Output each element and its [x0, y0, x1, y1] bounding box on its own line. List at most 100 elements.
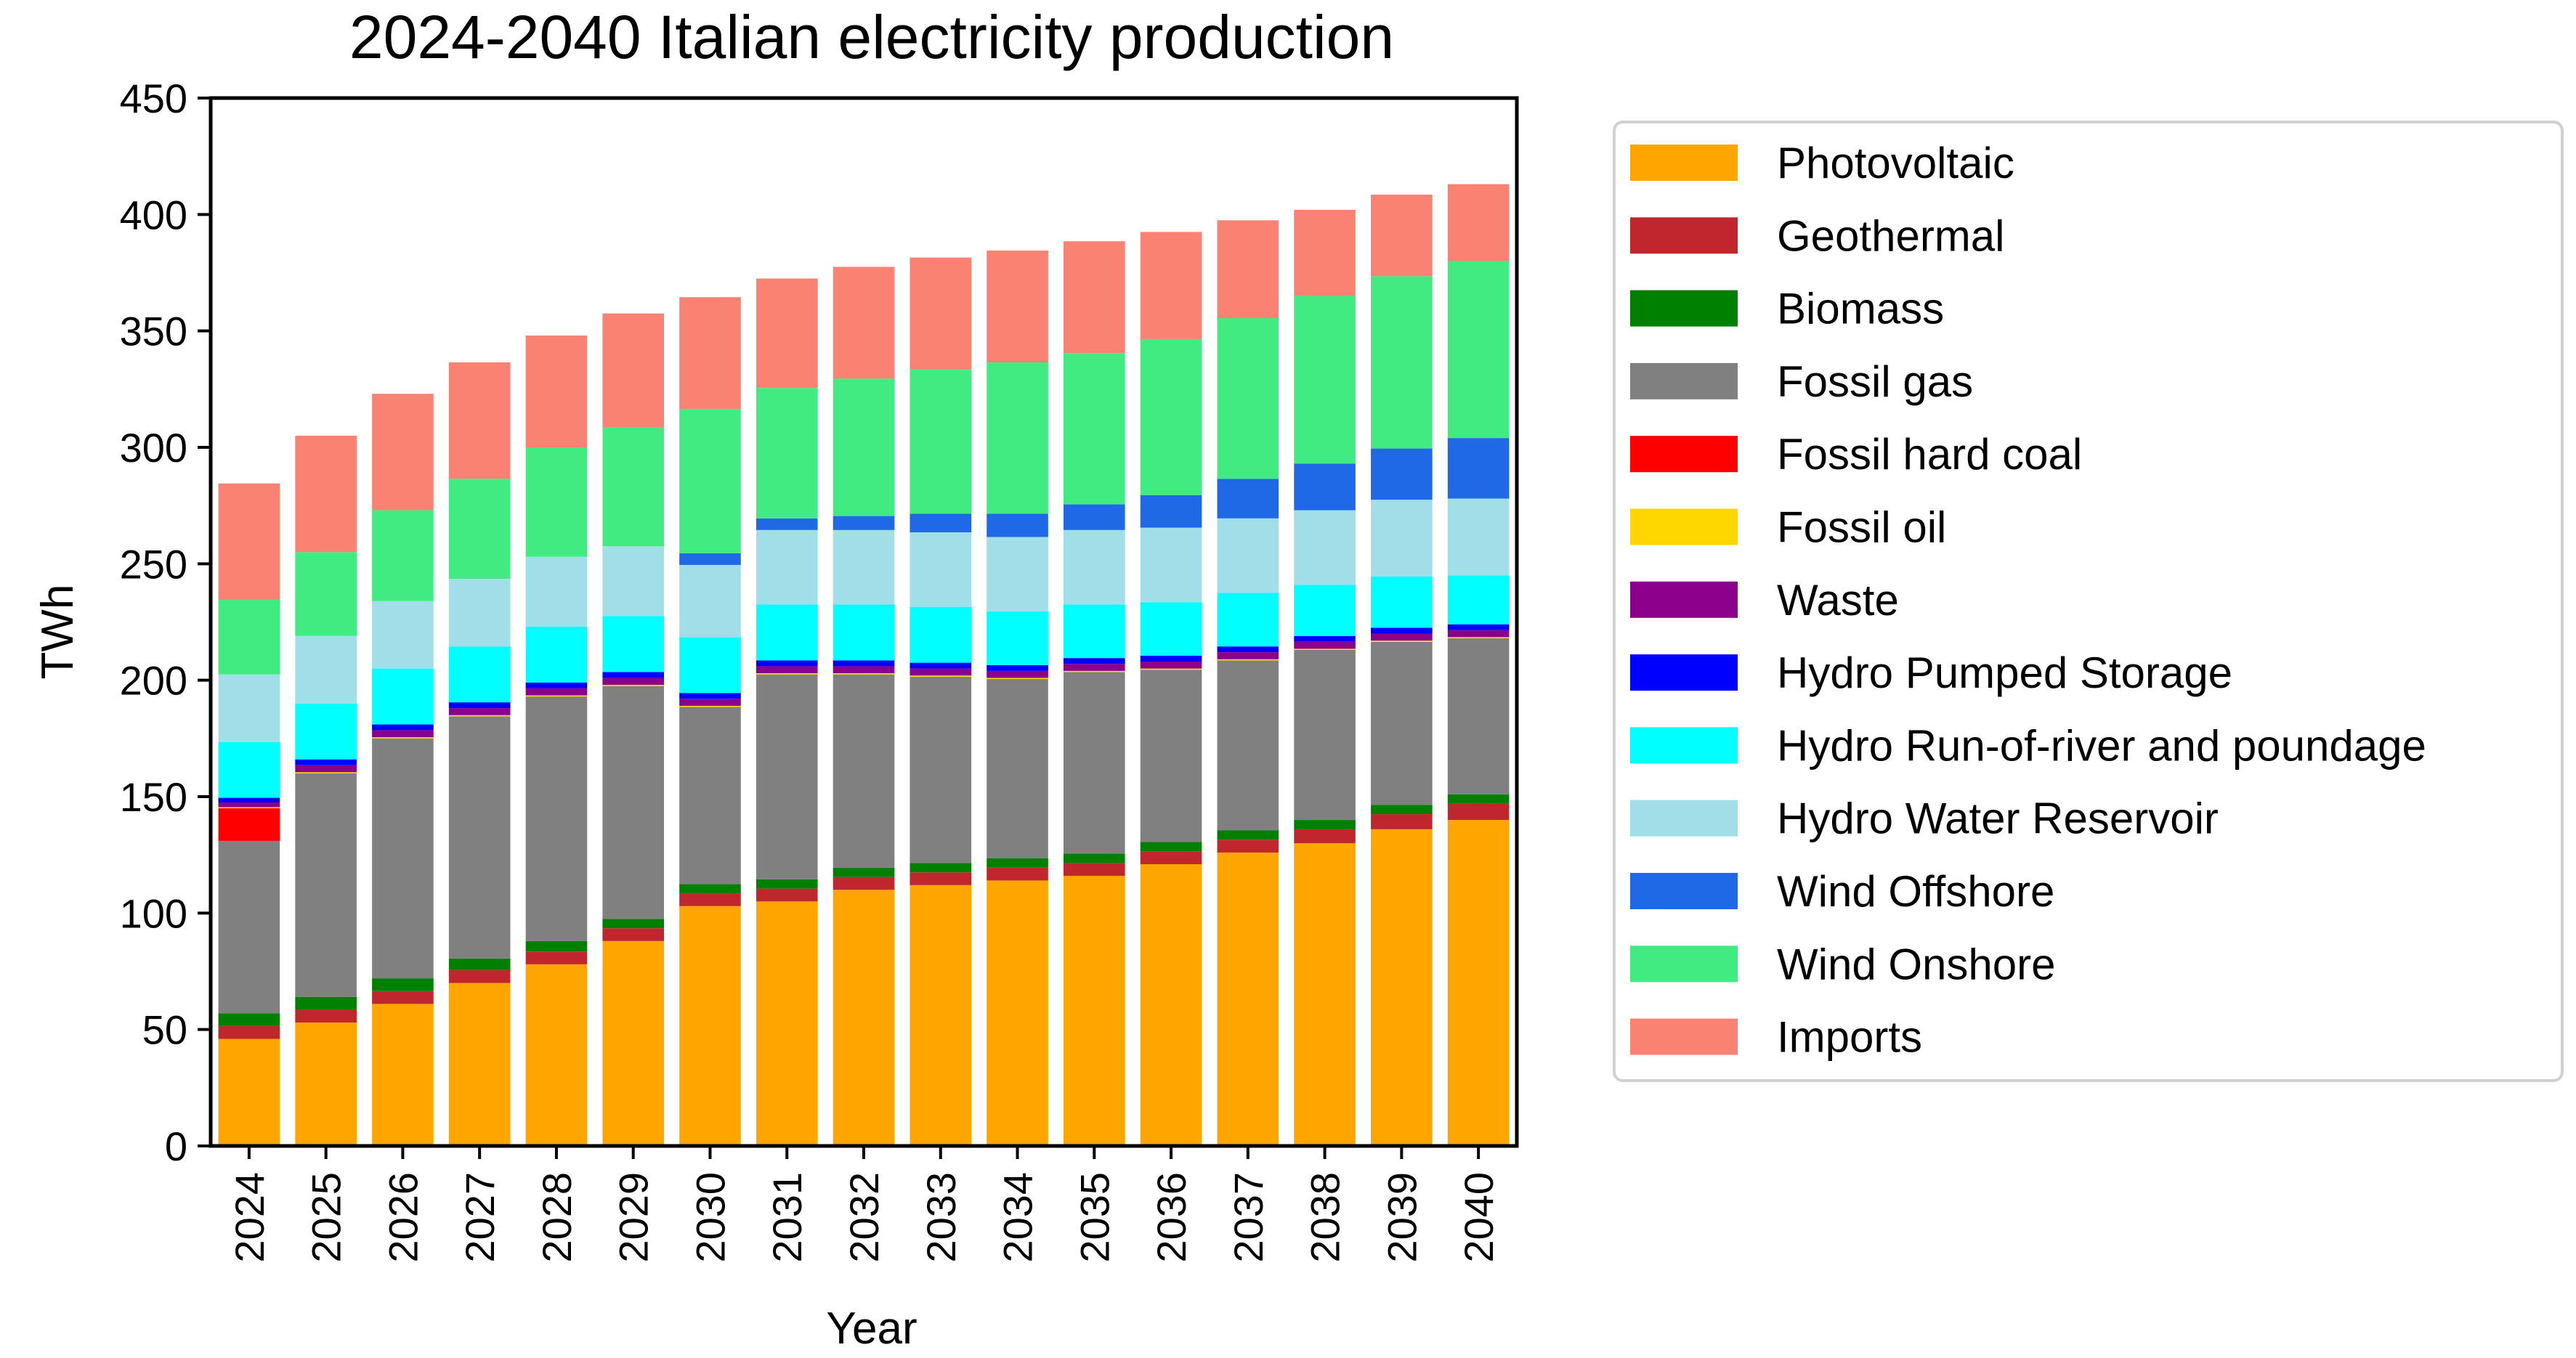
- bar-segment: [1217, 518, 1279, 593]
- bar-segment: [1447, 794, 1510, 804]
- legend-label: Wind Onshore: [1777, 940, 2056, 988]
- y-tick-label: 350: [120, 309, 187, 354]
- bar-segment: [372, 510, 434, 601]
- bar-segment: [756, 666, 818, 674]
- bar-segment: [679, 297, 741, 410]
- legend-swatch: [1630, 145, 1738, 181]
- x-tick-label: 2026: [380, 1172, 426, 1263]
- bar-segment: [525, 940, 588, 952]
- bar-segment: [448, 579, 511, 647]
- y-tick-label: 200: [120, 658, 187, 704]
- bar-segment: [679, 564, 741, 638]
- bar-segment: [295, 765, 357, 773]
- bar-segment: [218, 802, 280, 808]
- x-tick-label: 2040: [1456, 1172, 1502, 1263]
- bar-segment: [372, 991, 434, 1004]
- bar-segment: [1217, 479, 1279, 519]
- bar-segment: [833, 660, 895, 667]
- bar-segment: [833, 516, 895, 530]
- bar-segment: [525, 695, 588, 697]
- legend-swatch: [1630, 727, 1738, 764]
- bar-segment: [1217, 852, 1279, 1146]
- bar-segment: [525, 626, 588, 683]
- bar-segment: [756, 660, 818, 667]
- bar-segment: [1217, 830, 1279, 840]
- bar-segment: [602, 928, 665, 941]
- bar-segment: [1371, 448, 1433, 500]
- x-tick-label: 2030: [687, 1172, 733, 1263]
- bar-segment: [1063, 863, 1125, 877]
- bar-segment: [833, 877, 895, 890]
- legend-label: Hydro Pumped Storage: [1777, 648, 2232, 697]
- y-tick-label: 450: [120, 76, 187, 121]
- bar-segment: [833, 378, 895, 516]
- bar-segment: [756, 278, 818, 389]
- bar-segment: [1294, 635, 1356, 642]
- bar-segment: [372, 668, 434, 725]
- bar-segment: [1294, 649, 1356, 821]
- bar-segment: [1447, 261, 1510, 439]
- bar-segment: [295, 1022, 357, 1146]
- legend-swatch: [1630, 581, 1738, 618]
- bar-segment: [602, 672, 665, 678]
- bar-segment: [679, 906, 741, 1146]
- legend-swatch: [1630, 290, 1738, 327]
- bar-segment: [756, 888, 818, 902]
- bar-segment: [910, 872, 972, 885]
- bar-segment: [910, 369, 972, 514]
- bar-segment: [1063, 876, 1125, 1146]
- bar-segment: [218, 1025, 280, 1039]
- bar-segment: [1371, 641, 1433, 642]
- bar-segment: [679, 553, 741, 565]
- y-tick-label: 0: [165, 1123, 187, 1169]
- bar-segment: [448, 708, 511, 715]
- x-tick-label: 2024: [227, 1172, 272, 1263]
- legend-label: Imports: [1777, 1013, 1922, 1062]
- bar-segment: [218, 840, 280, 1014]
- bar-segment: [218, 1038, 280, 1146]
- bar-segment: [525, 447, 588, 557]
- bar-segment: [679, 693, 741, 699]
- bar-segment: [833, 666, 895, 674]
- bar-segment: [448, 969, 511, 983]
- bar-segment: [1063, 672, 1125, 854]
- bar-segment: [1371, 195, 1433, 277]
- bar-segment: [218, 674, 280, 742]
- bar-segment: [295, 435, 357, 553]
- bar-segment: [1140, 232, 1202, 339]
- bar-segment: [1063, 658, 1125, 664]
- bar-segment: [1140, 668, 1202, 670]
- bar-segment: [525, 951, 588, 964]
- bar-segment: [1140, 656, 1202, 662]
- bar-segment: [987, 513, 1048, 537]
- bar-segment: [679, 699, 741, 706]
- bar-segment: [1371, 627, 1433, 634]
- bar-segment: [910, 257, 972, 370]
- bar-segment: [1217, 593, 1279, 647]
- x-tick-label: 2027: [457, 1172, 503, 1263]
- legend-label: Fossil hard coal: [1777, 430, 2082, 479]
- bar-segment: [218, 807, 280, 809]
- bar-segment: [910, 532, 972, 607]
- bar-segment: [448, 479, 511, 580]
- bar-segment: [1371, 829, 1433, 1146]
- x-tick-label: 2035: [1072, 1172, 1117, 1263]
- bar-segment: [833, 867, 895, 877]
- legend-swatch: [1630, 873, 1738, 909]
- bar-segment: [372, 601, 434, 669]
- bar-segment: [372, 737, 434, 739]
- bar-segment: [1294, 843, 1356, 1146]
- legend-swatch: [1630, 946, 1738, 983]
- bar-segment: [1371, 276, 1433, 449]
- legend-swatch: [1630, 800, 1738, 837]
- bar-segment: [448, 646, 511, 703]
- bar-segment: [910, 606, 972, 663]
- bar-segment: [1140, 527, 1202, 603]
- bar-segment: [525, 556, 588, 627]
- bar-segment: [1447, 498, 1510, 576]
- bar-segment: [1140, 842, 1202, 852]
- x-axis-label: Year: [826, 1304, 917, 1354]
- y-tick-label: 400: [120, 192, 187, 237]
- bar-segment: [1217, 318, 1279, 479]
- bar-segment: [1063, 353, 1125, 505]
